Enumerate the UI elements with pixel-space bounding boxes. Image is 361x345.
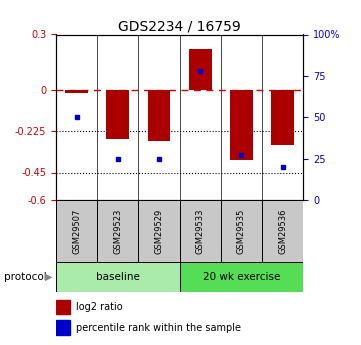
Text: GSM29507: GSM29507: [72, 208, 81, 254]
Bar: [180, 262, 303, 292]
Bar: [148, 90, 170, 141]
Text: protocol: protocol: [4, 272, 46, 282]
Text: 20 wk exercise: 20 wk exercise: [203, 272, 280, 282]
Text: GSM29529: GSM29529: [155, 208, 164, 254]
Bar: [56, 299, 70, 314]
Bar: [189, 49, 212, 90]
Bar: [56, 200, 97, 262]
Text: GSM29536: GSM29536: [278, 208, 287, 254]
Text: GSM29533: GSM29533: [196, 208, 205, 254]
Text: GSM29523: GSM29523: [113, 208, 122, 254]
Bar: [97, 200, 138, 262]
Title: GDS2234 / 16759: GDS2234 / 16759: [118, 19, 241, 33]
Bar: [106, 90, 129, 139]
Bar: [230, 90, 253, 160]
Text: percentile rank within the sample: percentile rank within the sample: [76, 323, 241, 333]
Bar: [180, 200, 221, 262]
Bar: [271, 90, 294, 145]
Bar: [138, 200, 180, 262]
Text: log2 ratio: log2 ratio: [76, 302, 122, 312]
Bar: [262, 200, 303, 262]
Bar: [56, 320, 70, 335]
Text: ▶: ▶: [45, 272, 52, 282]
Bar: [221, 200, 262, 262]
Text: baseline: baseline: [96, 272, 140, 282]
Bar: [56, 262, 180, 292]
Text: GSM29535: GSM29535: [237, 208, 246, 254]
Bar: [65, 90, 88, 93]
